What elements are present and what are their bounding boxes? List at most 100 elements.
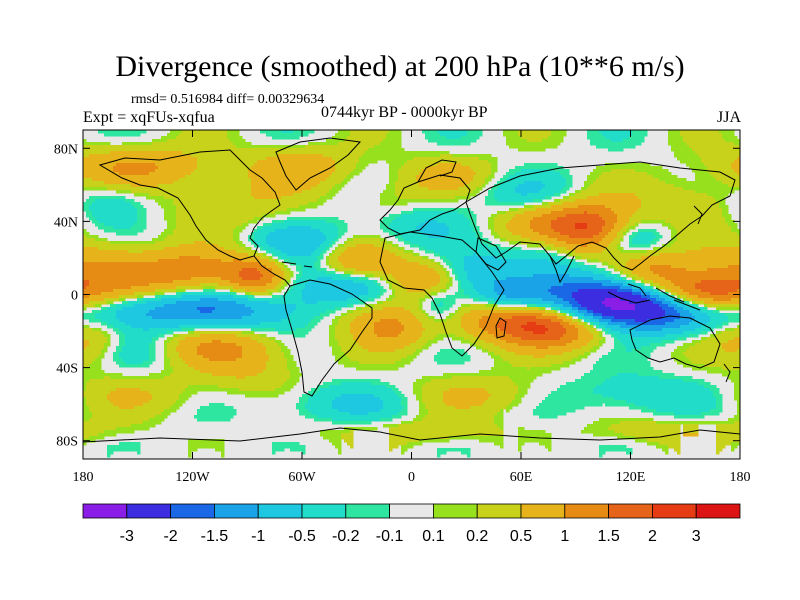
field-cell <box>116 427 120 434</box>
field-cell <box>539 325 543 335</box>
field-cell <box>695 328 699 335</box>
field-cell <box>557 304 561 308</box>
field-cell <box>701 340 705 365</box>
field-cell <box>575 193 579 200</box>
field-cell <box>710 337 714 368</box>
field-cell <box>536 130 540 143</box>
field-cell <box>311 319 315 329</box>
field-cell <box>566 250 570 254</box>
field-cell <box>422 418 426 440</box>
field-cell <box>581 247 585 254</box>
field-cell <box>716 325 720 329</box>
field-cell <box>587 352 591 356</box>
field-cell <box>557 250 561 254</box>
field-cell <box>296 226 300 257</box>
field-cell <box>578 262 582 266</box>
field-cell <box>485 307 489 311</box>
field-cell <box>452 130 456 140</box>
field-cell <box>635 196 639 212</box>
field-cell <box>431 319 435 341</box>
field-cell <box>554 220 558 233</box>
field-cell <box>620 418 624 422</box>
field-cell <box>572 313 576 317</box>
field-cell <box>236 388 240 395</box>
field-cell <box>140 406 144 425</box>
field-cell <box>122 196 126 200</box>
field-cell <box>548 163 552 170</box>
field-cell <box>260 253 264 260</box>
field-cell <box>320 301 324 314</box>
field-cell <box>530 163 534 170</box>
field-cell <box>632 226 636 230</box>
field-cell <box>452 295 456 305</box>
field-cell <box>248 331 252 335</box>
field-cell <box>518 298 522 302</box>
field-cell <box>359 310 363 317</box>
field-cell <box>431 199 435 203</box>
field-cell <box>668 307 672 323</box>
field-cell <box>575 319 579 323</box>
field-cell <box>203 319 207 326</box>
field-cell <box>611 169 615 194</box>
field-cell <box>416 421 420 443</box>
field-cell <box>311 220 315 230</box>
field-cell <box>449 373 453 380</box>
field-cell <box>176 286 180 290</box>
field-cell <box>335 379 339 386</box>
field-cell <box>611 193 615 212</box>
field-cell <box>134 442 138 452</box>
field-cell <box>659 220 663 224</box>
field-cell <box>278 295 282 299</box>
field-cell <box>716 130 720 182</box>
field-cell <box>239 226 243 233</box>
field-cell <box>662 292 666 296</box>
field-cell <box>107 376 111 395</box>
field-cell <box>593 244 597 254</box>
field-cell <box>386 352 390 365</box>
field-cell <box>539 181 543 191</box>
field-cell <box>593 253 597 260</box>
field-cell <box>203 307 207 314</box>
field-cell <box>173 259 177 281</box>
field-cell <box>599 232 603 242</box>
field-cell <box>524 205 528 209</box>
field-cell <box>398 199 402 206</box>
field-cell <box>593 130 597 146</box>
field-cell <box>272 304 276 323</box>
field-cell <box>488 307 492 311</box>
field-cell <box>233 250 237 260</box>
field-cell <box>446 277 450 284</box>
field-cell <box>569 307 573 314</box>
field-cell <box>161 241 165 251</box>
field-cell <box>533 274 537 299</box>
field-cell <box>200 241 204 260</box>
field-cell <box>512 211 516 218</box>
field-cell <box>491 247 495 257</box>
field-cell <box>506 223 510 230</box>
field-cell <box>329 325 333 347</box>
field-cell <box>140 151 144 164</box>
field-cell <box>194 301 198 320</box>
field-cell <box>266 235 270 245</box>
field-cell <box>287 217 291 221</box>
field-cell <box>443 130 447 137</box>
field-cell <box>455 154 459 158</box>
field-cell <box>326 418 330 422</box>
field-cell <box>311 154 315 188</box>
field-cell <box>92 436 96 443</box>
field-cell <box>263 322 267 329</box>
field-cell <box>98 142 102 146</box>
field-cell <box>734 421 738 443</box>
field-cell <box>515 247 519 251</box>
field-cell <box>629 226 633 230</box>
field-cell <box>386 301 390 308</box>
field-cell <box>200 319 204 326</box>
field-cell <box>461 409 465 437</box>
field-cell <box>290 208 294 212</box>
field-cell <box>479 130 483 137</box>
field-cell <box>479 304 483 311</box>
field-cell <box>575 283 579 293</box>
field-cell <box>149 310 153 317</box>
field-cell <box>533 163 537 170</box>
field-cell <box>206 292 210 296</box>
